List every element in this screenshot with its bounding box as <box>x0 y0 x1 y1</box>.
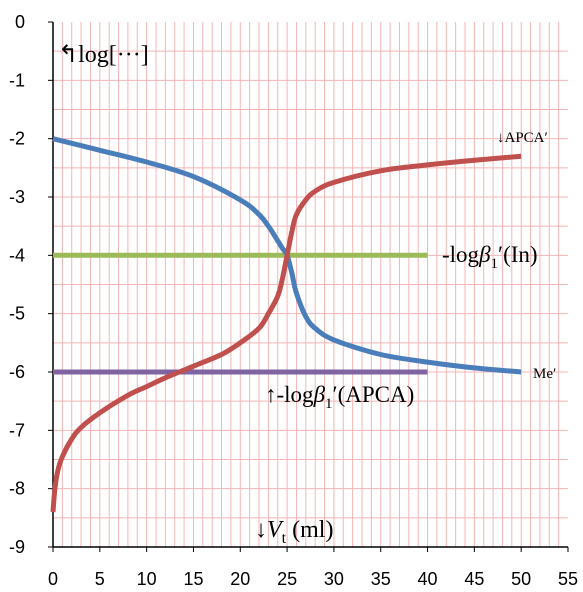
y-tick-label: -1 <box>9 70 25 90</box>
tick-labels: 0 5 10 15 20 25 30 35 40 45 50 55 0 -1 -2 -3 -4 -5 -6 -7 -8 -… <box>9 12 578 589</box>
y-tick-label: 0 <box>15 12 25 32</box>
axes <box>48 21 569 552</box>
y-tick-label: -6 <box>9 362 25 382</box>
x-axis-label: ↓Vt (ml) <box>255 517 333 547</box>
x-tick-label: 40 <box>418 569 438 589</box>
series-lines <box>50 136 522 513</box>
y-tick-label: -9 <box>9 537 25 557</box>
x-tick-label: 20 <box>230 569 250 589</box>
x-tick-label: 15 <box>183 569 203 589</box>
x-tick-label: 45 <box>464 569 484 589</box>
y-tick-label: -2 <box>9 129 25 149</box>
y-axis-label: ↰log[···] <box>58 42 149 68</box>
x-tick-label: 5 <box>95 569 105 589</box>
y-tick-label: -3 <box>9 187 25 207</box>
x-tick-label: 25 <box>277 569 297 589</box>
series-label-logbeta-apca: ↑-logβ1′(APCA) <box>265 382 414 412</box>
x-tick-label: 50 <box>511 569 531 589</box>
y-tick-label: -8 <box>9 479 25 499</box>
x-tick-label: 0 <box>48 569 58 589</box>
x-tick-label: 35 <box>371 569 391 589</box>
y-tick-label: -5 <box>9 304 25 324</box>
y-tick-label: -7 <box>9 420 25 440</box>
x-tick-label: 10 <box>137 569 157 589</box>
series-label-logbeta-in: -logβ1′(In) <box>442 242 538 272</box>
grid <box>53 22 568 547</box>
series-label-me: Me′ <box>533 366 556 382</box>
x-tick-label: 30 <box>324 569 344 589</box>
x-tick-label: 55 <box>558 569 578 589</box>
series-line-apca <box>50 153 522 513</box>
y-tick-label: -4 <box>9 245 25 265</box>
series-label-apca: ↓APCA′ <box>497 130 548 146</box>
